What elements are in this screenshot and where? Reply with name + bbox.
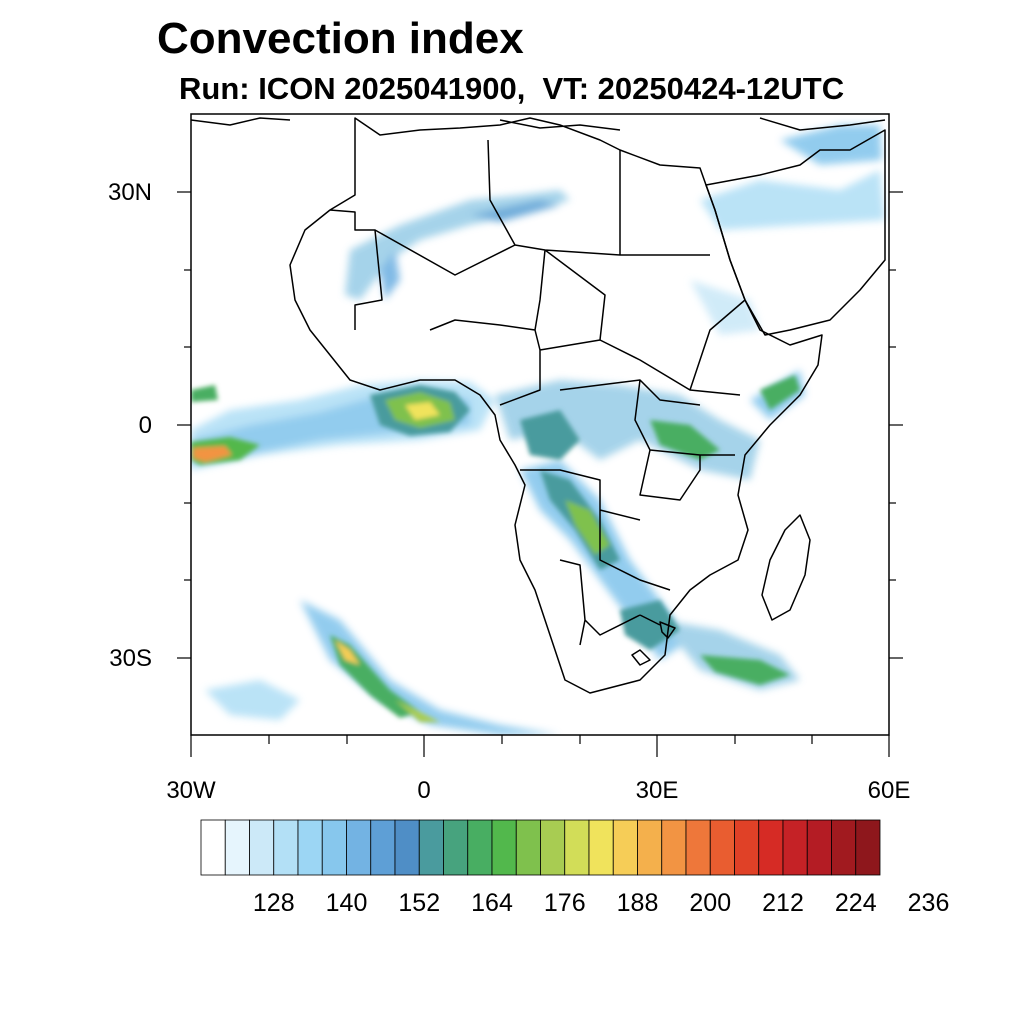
colorbar-box bbox=[564, 819, 590, 876]
lat-label-30s: 30S bbox=[109, 645, 152, 672]
colorbar-box bbox=[394, 819, 420, 876]
colorbar-box bbox=[540, 819, 566, 876]
colorbar-box bbox=[273, 819, 299, 876]
colorbar-label: 188 bbox=[617, 889, 659, 917]
colorbar-box bbox=[346, 819, 372, 876]
colorbar-label: 164 bbox=[471, 889, 513, 917]
colorbar-box bbox=[782, 819, 808, 876]
colorbar-label: 236 bbox=[908, 889, 950, 917]
convection-field bbox=[191, 125, 885, 735]
colorbar-box bbox=[758, 819, 784, 876]
colorbar-box bbox=[612, 819, 638, 876]
lon-label-0: 0 bbox=[417, 777, 430, 804]
colorbar bbox=[200, 819, 881, 876]
coastlines-and-borders bbox=[191, 117, 886, 694]
colorbar-box bbox=[661, 819, 687, 876]
lat-label-30n: 30N bbox=[108, 179, 152, 206]
colorbar-box bbox=[418, 819, 444, 876]
colorbar-label: 200 bbox=[689, 889, 731, 917]
colorbar-labels: 128 140 152 164 176 188 200 212 224 236 bbox=[253, 889, 949, 917]
colorbar-box bbox=[443, 819, 469, 876]
colorbar-box bbox=[491, 819, 517, 876]
colorbar-label: 140 bbox=[326, 889, 368, 917]
colorbar-box bbox=[588, 819, 614, 876]
colorbar-box bbox=[200, 819, 226, 876]
colorbar-label: 128 bbox=[253, 889, 295, 917]
map-subtitle: Run: ICON 2025041900, VT: 20250424-12UTC bbox=[179, 71, 845, 106]
colorbar-box bbox=[297, 819, 323, 876]
colorbar-label: 152 bbox=[398, 889, 440, 917]
colorbar-box bbox=[467, 819, 493, 876]
lat-label-0: 0 bbox=[139, 412, 152, 439]
lon-label-30e: 30E bbox=[636, 777, 679, 804]
colorbar-box bbox=[370, 819, 396, 876]
lon-label-60e: 60E bbox=[868, 777, 911, 804]
colorbar-box bbox=[734, 819, 760, 876]
colorbar-box bbox=[321, 819, 347, 876]
axis-ticks bbox=[177, 191, 903, 757]
map-title: Convection index bbox=[157, 14, 524, 63]
lon-label-30w: 30W bbox=[166, 777, 216, 804]
colorbar-box bbox=[855, 819, 881, 876]
colorbar-box bbox=[709, 819, 735, 876]
colorbar-box bbox=[249, 819, 275, 876]
colorbar-label: 176 bbox=[544, 889, 586, 917]
colorbar-box bbox=[685, 819, 711, 876]
colorbar-box bbox=[637, 819, 663, 876]
colorbar-box bbox=[831, 819, 857, 876]
colorbar-box bbox=[224, 819, 250, 876]
colorbar-label: 212 bbox=[762, 889, 804, 917]
colorbar-label: 224 bbox=[835, 889, 877, 917]
colorbar-box bbox=[806, 819, 832, 876]
colorbar-box bbox=[515, 819, 541, 876]
